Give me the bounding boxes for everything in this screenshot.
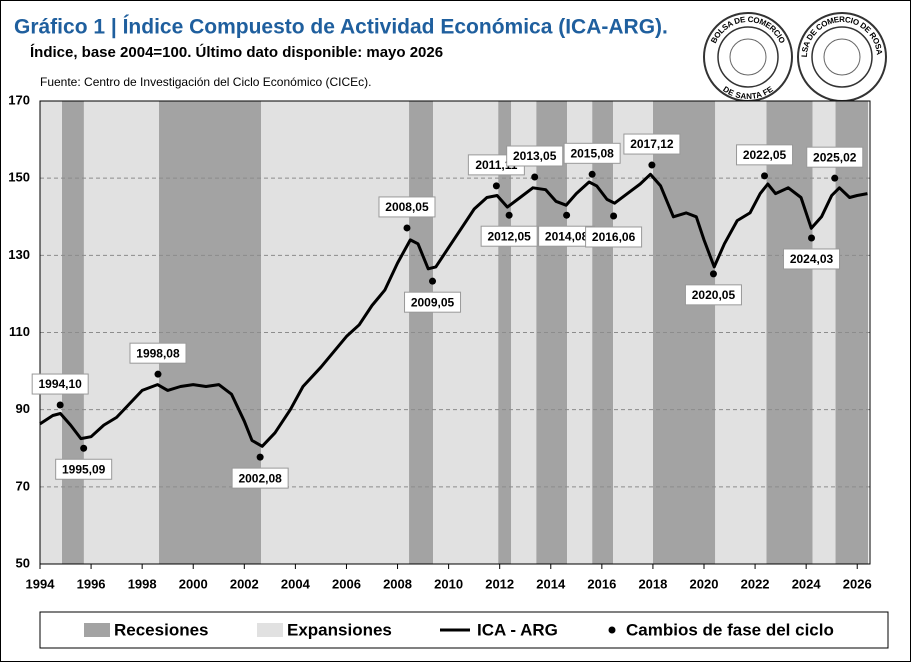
x-tick-label: 2004 xyxy=(281,576,311,591)
logo-ring xyxy=(811,26,873,88)
legend-swatch xyxy=(608,626,616,634)
logo-emblem xyxy=(729,38,767,76)
turning-point xyxy=(563,211,571,219)
label-box xyxy=(31,373,89,395)
point-label: 2002,08 xyxy=(238,471,282,485)
label-box xyxy=(783,248,841,270)
label-box xyxy=(585,226,643,248)
label-box xyxy=(404,291,462,313)
recession-band xyxy=(61,101,84,564)
label-box xyxy=(480,225,538,247)
legend-label: Cambios de fase del ciclo xyxy=(626,620,834,639)
x-tick-label: 2022 xyxy=(741,576,770,591)
point-label: 1994,10 xyxy=(38,377,82,391)
x-tick-label: 2024 xyxy=(792,576,822,591)
x-tick-label: 1998 xyxy=(128,576,157,591)
logo-ring xyxy=(717,26,779,88)
legend-swatch xyxy=(257,623,283,637)
y-tick-label: 170 xyxy=(8,92,30,107)
point-label: 2015,08 xyxy=(570,146,614,160)
x-tick-label: 2016 xyxy=(587,576,616,591)
turning-point xyxy=(505,211,513,219)
point-label: 1995,09 xyxy=(62,462,106,476)
turning-point xyxy=(588,170,596,178)
y-tick-label: 50 xyxy=(16,555,30,570)
turning-point xyxy=(403,224,411,232)
turning-point xyxy=(761,172,769,180)
point-label: 2009,05 xyxy=(411,295,455,309)
label-box xyxy=(736,144,794,166)
y-tick-label: 130 xyxy=(8,247,30,262)
turning-point xyxy=(531,173,539,181)
x-tick-label: 2020 xyxy=(690,576,719,591)
x-tick-label: 2002 xyxy=(230,576,259,591)
label-box xyxy=(55,458,113,480)
label-box xyxy=(684,284,742,306)
y-tick-label: 70 xyxy=(16,478,30,493)
x-tick-label: 2008 xyxy=(383,576,412,591)
point-label: 2022,05 xyxy=(743,148,787,162)
y-tick-label: 150 xyxy=(8,170,30,185)
turning-point xyxy=(154,370,162,378)
turning-point xyxy=(831,174,839,182)
turning-point xyxy=(808,234,816,242)
turning-point xyxy=(56,401,64,409)
turning-point xyxy=(429,277,437,285)
label-box xyxy=(506,145,564,167)
x-tick-label: 2010 xyxy=(434,576,463,591)
expansion-band xyxy=(613,101,653,564)
turning-point xyxy=(492,182,500,190)
legend-swatch xyxy=(84,623,110,637)
logo xyxy=(703,12,793,102)
x-tick-label: 2006 xyxy=(332,576,361,591)
label-box xyxy=(231,467,289,489)
turning-point xyxy=(648,161,656,169)
point-label: 1998,08 xyxy=(136,346,180,360)
logo-emblem xyxy=(823,38,861,76)
label-box xyxy=(806,146,864,168)
y-tick-label: 90 xyxy=(16,401,30,416)
point-label: 2017,12 xyxy=(630,137,674,151)
turning-point xyxy=(610,212,618,220)
y-tick-label: 110 xyxy=(9,324,30,339)
plot-border xyxy=(39,100,871,565)
legend-label: Recesiones xyxy=(114,620,209,639)
point-label: 2013,05 xyxy=(513,149,557,163)
line xyxy=(39,172,868,448)
legend-label: Expansiones xyxy=(287,620,392,639)
label-box xyxy=(563,142,621,164)
x-tick-label: 2000 xyxy=(179,576,208,591)
chart-title: Gráfico 1 | Índice Compuesto de Activida… xyxy=(14,16,668,39)
turning-point xyxy=(80,444,88,452)
point-label: 2024,03 xyxy=(790,252,834,266)
x-tick-label: 2012 xyxy=(485,576,514,591)
point-label: 2008,05 xyxy=(385,200,429,214)
x-tick-label: 2014 xyxy=(536,576,566,591)
turning-point xyxy=(709,270,717,278)
point-label: 2016,06 xyxy=(592,230,636,244)
label-box xyxy=(378,196,436,218)
x-tick-label: 2026 xyxy=(843,576,872,591)
turning-point xyxy=(256,453,264,461)
x-tick-label: 1994 xyxy=(26,576,56,591)
source: Fuente: Centro de Investigación del Cicl… xyxy=(40,75,371,89)
point-label: 2014,08 xyxy=(545,229,589,243)
chart-subtitle: Índice, base 2004=100. Último dato dispo… xyxy=(30,43,443,61)
label-box xyxy=(623,133,681,155)
x-tick-label: 2018 xyxy=(638,576,667,591)
legend-label: ICA - ARG xyxy=(477,620,558,639)
expansion-band xyxy=(433,101,499,564)
point-label: 2025,02 xyxy=(813,150,857,164)
point-label: 2020,05 xyxy=(692,288,736,302)
label-box xyxy=(129,342,187,364)
x-tick-label: 1996 xyxy=(77,576,106,591)
logo xyxy=(797,12,887,102)
point-label: 2012,05 xyxy=(487,229,531,243)
